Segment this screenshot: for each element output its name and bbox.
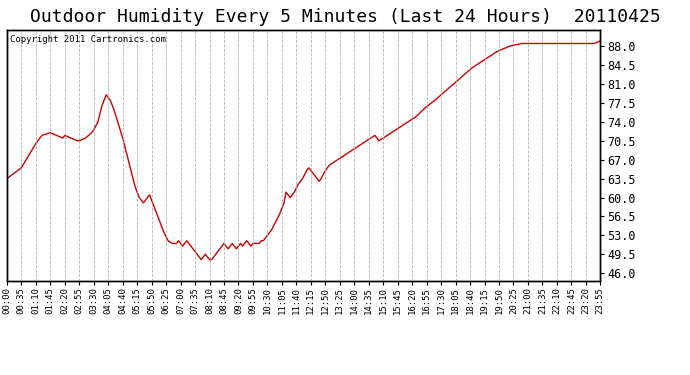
Text: Copyright 2011 Cartronics.com: Copyright 2011 Cartronics.com [10,35,166,44]
Text: Outdoor Humidity Every 5 Minutes (Last 24 Hours)  20110425: Outdoor Humidity Every 5 Minutes (Last 2… [30,8,660,26]
